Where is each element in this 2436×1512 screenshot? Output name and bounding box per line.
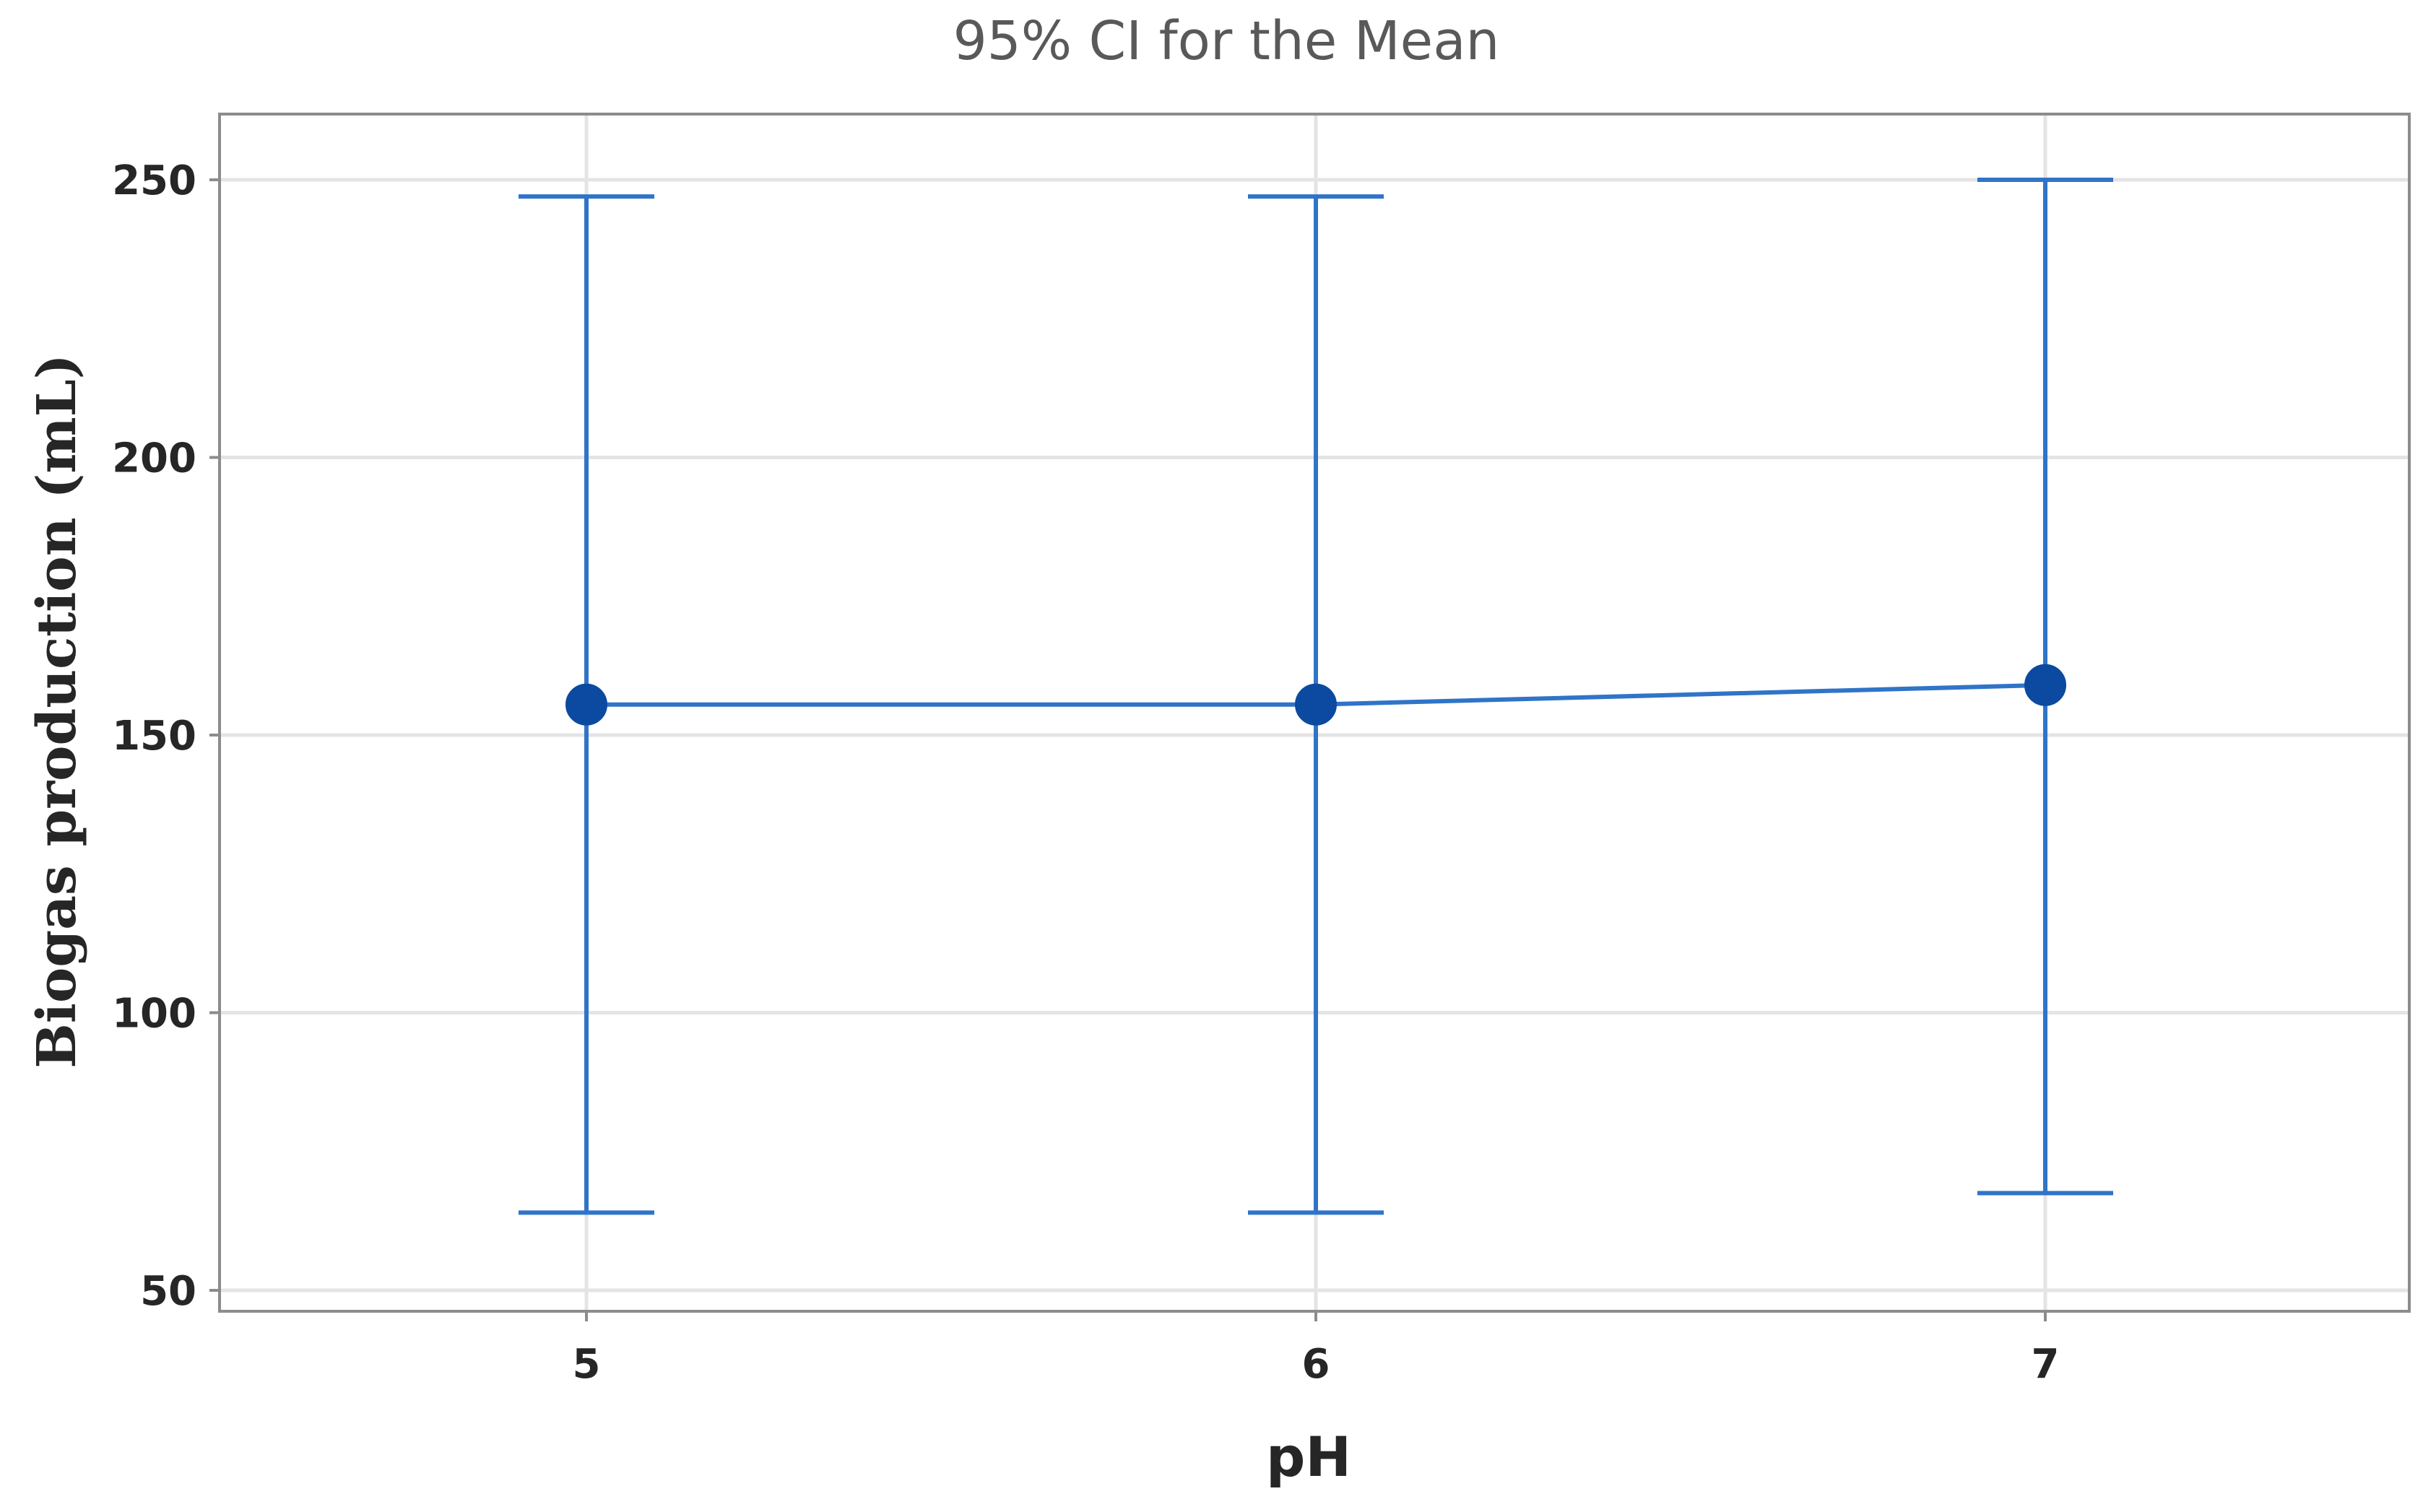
x-axis-title: pH bbox=[1266, 1425, 1351, 1489]
x-tick-label: 6 bbox=[1302, 1341, 1330, 1388]
y-tick-label: 50 bbox=[140, 1268, 196, 1315]
x-axis-ticks: 5 6 7 bbox=[573, 1311, 2060, 1388]
y-axis-title: Biogas production (mL) bbox=[26, 354, 88, 1068]
y-tick-label: 100 bbox=[112, 991, 196, 1038]
y-tick-label: 150 bbox=[112, 713, 196, 760]
series-group bbox=[519, 178, 2113, 1215]
mean-point bbox=[1295, 683, 1337, 726]
y-axis-ticks: 50 100 150 200 250 bbox=[112, 157, 220, 1315]
x-tick-label: 7 bbox=[2032, 1341, 2060, 1388]
mean-point bbox=[565, 683, 607, 726]
y-tick-label: 200 bbox=[112, 435, 196, 482]
y-tick-label: 250 bbox=[112, 157, 196, 204]
x-tick-label: 5 bbox=[573, 1341, 601, 1388]
chart-title: 95% CI for the Mean bbox=[953, 10, 1500, 72]
mean-point bbox=[2024, 664, 2066, 706]
